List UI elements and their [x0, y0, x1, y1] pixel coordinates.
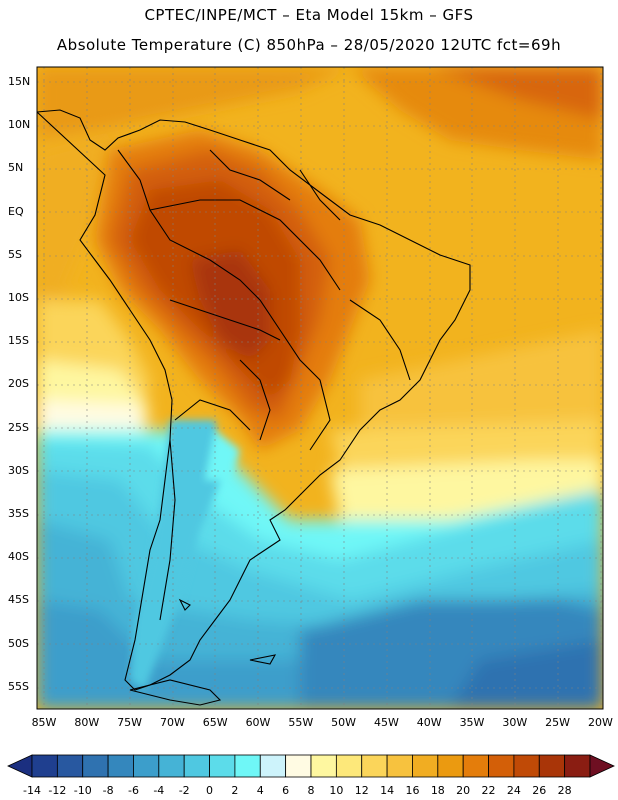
colorbar-swatch	[386, 754, 413, 778]
lon-label: 65W	[202, 716, 228, 729]
colorbar	[7, 754, 615, 778]
map-title: CPTEC/INPE/MCT – Eta Model 15km – GFS	[144, 6, 474, 24]
lon-label: 70W	[159, 716, 185, 729]
colorbar-label: 8	[307, 784, 315, 797]
colorbar-swatch	[259, 754, 287, 778]
lat-label: 50S	[8, 636, 29, 650]
colorbar-label: -4	[153, 784, 165, 797]
colorbar-swatch	[183, 754, 210, 778]
colorbar-swatch	[488, 754, 515, 778]
colorbar-swatch	[285, 754, 312, 778]
colorbar-swatch	[209, 754, 236, 778]
colorbar-label: 16	[405, 784, 420, 797]
lat-label: 10S	[8, 291, 29, 304]
colorbar-label: 20	[456, 784, 471, 797]
lat-label: 20S	[8, 377, 29, 391]
lat-label: 45S	[8, 593, 29, 607]
colorbar-swatch	[361, 754, 388, 778]
colorbar-swatch	[538, 754, 566, 778]
lat-label: 35S	[8, 507, 29, 520]
lat-label: 55S	[8, 679, 29, 693]
lon-label: 40W	[416, 716, 442, 729]
colorbar-swatch	[82, 754, 109, 778]
lat-label: EQ	[8, 204, 24, 218]
colorbar-label: 6	[282, 784, 290, 797]
lon-label: 35W	[459, 716, 485, 729]
colorbar-swatch	[31, 754, 58, 778]
lon-label: 20W	[587, 716, 613, 729]
colorbar-swatch	[234, 754, 261, 778]
colorbar-label: 28	[557, 784, 572, 797]
colorbar-swatch	[310, 754, 337, 778]
lon-label: 75W	[117, 716, 143, 729]
colorbar-swatch	[107, 754, 134, 778]
colorbar-swatch	[56, 754, 84, 778]
colorbar-swatch	[437, 754, 464, 778]
colorbar-label: -10	[73, 784, 92, 797]
lat-label: 15N	[8, 75, 31, 88]
lon-label: 30W	[502, 716, 528, 729]
lat-label: 15S	[8, 334, 29, 348]
colorbar-label: 18	[430, 784, 445, 797]
map-subtitle: Absolute Temperature (C) 850hPa – 28/05/…	[56, 36, 562, 54]
colorbar-swatch	[513, 754, 540, 778]
lat-label: 30S	[8, 463, 29, 477]
colorbar-label: 4	[256, 784, 264, 797]
lon-label: 80W	[74, 716, 100, 729]
colorbar-swatch	[335, 754, 363, 778]
lon-label: 85W	[31, 716, 57, 729]
colorbar-label: -8	[102, 784, 114, 797]
lon-label: 50W	[331, 716, 357, 729]
colorbar-label: 14	[380, 784, 395, 797]
colorbar-label: 12	[354, 784, 369, 797]
colorbar-over-triangle	[589, 754, 615, 778]
coastlines	[37, 109, 471, 706]
colorbar-label: -6	[127, 784, 139, 797]
lon-label: 25W	[545, 716, 571, 729]
colorbar-swatch	[133, 754, 160, 778]
colorbar-under-triangle	[7, 754, 33, 778]
graticule	[37, 67, 603, 709]
lon-label: 55W	[288, 716, 314, 729]
lat-label: 5S	[8, 247, 22, 261]
colorbar-label: 2	[231, 784, 239, 797]
colorbar-label: 24	[506, 784, 521, 797]
colorbar-label: -2	[178, 784, 190, 797]
lat-label: 40S	[8, 550, 29, 564]
colorbar-label: 10	[329, 784, 344, 797]
colorbar-label: 0	[206, 784, 214, 797]
colorbar-swatch	[564, 754, 591, 778]
colorbar-label: 22	[481, 784, 496, 797]
colorbar-label: 26	[532, 784, 547, 797]
colorbar-swatch	[462, 754, 489, 778]
colorbar-swatch	[412, 754, 439, 778]
lon-label: 60W	[245, 716, 271, 729]
lat-label: 10N	[8, 118, 31, 132]
lat-label: 5N	[8, 161, 24, 175]
colorbar-swatch	[158, 754, 185, 778]
colorbar-label: -12	[48, 784, 67, 797]
lat-label: 25S	[8, 420, 29, 434]
colorbar-label: -14	[23, 784, 41, 797]
temperature-field	[37, 67, 603, 709]
lon-label: 45W	[373, 716, 399, 729]
